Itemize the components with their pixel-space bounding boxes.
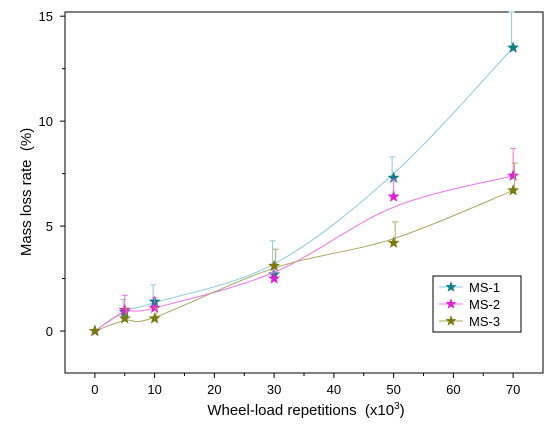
series-layer <box>88 11 520 337</box>
y-tick-label: 0 <box>46 324 53 339</box>
legend-marker <box>445 298 457 309</box>
y-tick-label: 15 <box>39 9 53 24</box>
x-tick-label: 40 <box>327 382 341 397</box>
legend-label: MS-3 <box>469 314 500 329</box>
axis-ticks: 0 10 20 30 40 50 60 70 0 5 10 15 <box>39 9 521 397</box>
series-ms-3 <box>88 162 520 337</box>
y-tick-label: 10 <box>39 114 53 129</box>
data-point <box>387 190 400 202</box>
x-tick-label: 60 <box>446 382 460 397</box>
x-axis-title: Wheel-load repetitions (x103) <box>207 401 404 419</box>
data-point <box>148 301 161 314</box>
data-point <box>268 259 281 272</box>
legend-marker <box>445 315 457 326</box>
y-axis-title: Mass loss rate (%) <box>18 128 35 256</box>
x-tick-label: 50 <box>386 382 400 397</box>
data-point <box>507 41 520 53</box>
legend: MS-1 MS-2 MS-3 <box>432 275 522 333</box>
data-point <box>507 184 520 196</box>
data-point <box>88 324 101 337</box>
data-point <box>118 312 131 324</box>
legend-label: MS-1 <box>469 280 500 295</box>
x-tick-label: 20 <box>207 382 221 397</box>
data-point <box>148 312 161 324</box>
data-point <box>387 236 400 249</box>
x-axis-title-sup: 3 <box>394 401 400 412</box>
x-tick-label: 70 <box>506 382 520 397</box>
legend-label: MS-2 <box>469 297 500 312</box>
legend-marker <box>445 281 457 292</box>
x-tick-label: 10 <box>147 382 161 397</box>
x-axis-title-tail: ) <box>400 402 405 419</box>
data-point <box>268 272 281 284</box>
x-tick-label: 0 <box>91 382 98 397</box>
data-point <box>507 169 520 181</box>
y-tick-label: 5 <box>46 219 53 234</box>
x-axis-title-main: Wheel-load repetitions (x10 <box>207 402 394 419</box>
x-tick-label: 30 <box>267 382 281 397</box>
